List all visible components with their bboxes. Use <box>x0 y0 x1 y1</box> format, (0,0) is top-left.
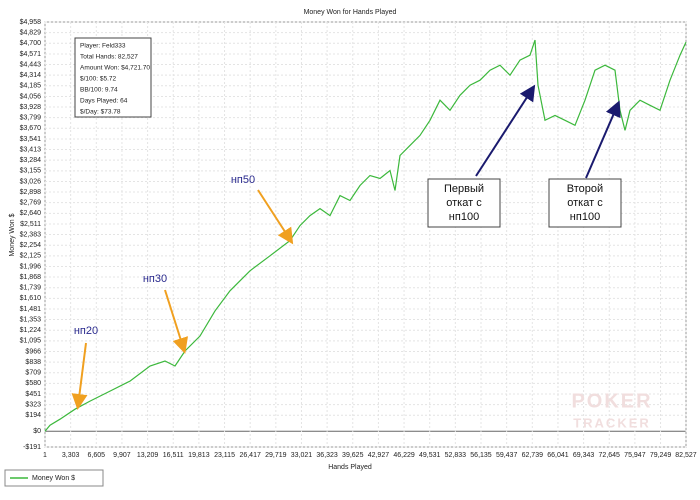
annotation: нп50 <box>231 174 255 186</box>
y-tick-label: $2,383 <box>20 231 42 238</box>
y-tick-label: $838 <box>25 359 41 366</box>
y-tick-label: $0 <box>33 428 41 435</box>
annotation: нп20 <box>74 325 98 337</box>
x-tick-label: 42,927 <box>368 452 390 459</box>
x-tick-label: 39,625 <box>342 452 364 459</box>
y-tick-label: -$191 <box>23 444 41 451</box>
y-tick-label: $1,095 <box>20 338 42 345</box>
y-tick-label: $3,155 <box>20 168 42 175</box>
y-tick-label: $3,026 <box>20 178 42 185</box>
arrow <box>71 342 88 410</box>
y-tick-label: $3,284 <box>20 157 42 164</box>
arrow <box>585 100 621 179</box>
arrow <box>475 84 536 177</box>
stats-line: BB/100: 9.74 <box>80 87 118 94</box>
y-tick-label: $4,056 <box>20 93 42 100</box>
y-tick-label: $966 <box>25 348 41 355</box>
arrow <box>164 289 189 354</box>
x-tick-label: 59,437 <box>496 452 518 459</box>
y-tick-label: $1,868 <box>20 274 42 281</box>
stats-line: Days Played: 64 <box>80 98 128 105</box>
y-tick-label: $323 <box>25 401 41 408</box>
y-tick-label: $194 <box>25 412 41 419</box>
x-tick-label: 6,605 <box>88 452 106 459</box>
x-tick-label: 46,229 <box>393 452 415 459</box>
annotation-box <box>427 178 501 228</box>
y-tick-label: $2,511 <box>20 221 41 228</box>
legend-label: Money Won $ <box>32 475 75 482</box>
watermark: TRACKER <box>573 415 651 430</box>
stats-line: $/100: $5.72 <box>80 76 117 83</box>
y-tick-label: $3,670 <box>20 125 42 132</box>
watermark: POKER <box>571 390 652 412</box>
x-tick-label: 52,833 <box>445 452 467 459</box>
x-tick-label: 1 <box>43 452 47 459</box>
x-tick-label: 69,343 <box>573 452 595 459</box>
annotation: Первый <box>444 183 484 195</box>
y-tick-label: $4,443 <box>20 61 42 68</box>
y-tick-label: $451 <box>25 391 41 398</box>
y-tick-label: $4,958 <box>20 19 42 26</box>
stats-box <box>74 37 152 118</box>
annotation-box <box>548 178 622 228</box>
stats-line: Amount Won: $4,721.70 <box>80 65 150 72</box>
stats-line: Total Hands: 82,527 <box>80 54 138 61</box>
x-tick-label: 49,531 <box>419 452 441 459</box>
legend <box>4 469 104 487</box>
y-tick-label: $1,739 <box>20 285 42 292</box>
x-tick-label: 9,907 <box>113 452 131 459</box>
x-tick-label: 16,511 <box>163 452 184 459</box>
x-tick-label: 29,719 <box>265 452 287 459</box>
x-tick-label: 82,527 <box>675 452 697 459</box>
x-tick-label: 66,041 <box>547 452 569 459</box>
y-tick-label: $2,254 <box>20 242 42 249</box>
annotation: нп100 <box>449 211 479 223</box>
y-tick-label: $4,829 <box>20 29 42 36</box>
y-tick-label: $2,640 <box>20 210 42 217</box>
x-tick-label: 3,303 <box>62 452 80 459</box>
x-tick-label: 62,739 <box>522 452 544 459</box>
y-tick-label: $4,185 <box>20 83 42 90</box>
y-axis-label: Money Won $ <box>9 213 16 256</box>
y-tick-label: $3,413 <box>20 146 42 153</box>
y-tick-label: $580 <box>25 380 41 387</box>
y-tick-label: $1,996 <box>20 263 42 270</box>
x-tick-label: 19,813 <box>188 452 210 459</box>
annotation: нп30 <box>143 273 167 285</box>
y-tick-label: $4,314 <box>20 72 42 79</box>
y-tick-label: $3,928 <box>20 104 42 111</box>
x-tick-label: 13,209 <box>137 452 159 459</box>
y-tick-label: $4,700 <box>20 40 42 47</box>
annotation: Второй <box>567 183 603 195</box>
y-tick-label: $3,799 <box>20 115 42 122</box>
y-tick-label: $1,481 <box>20 306 42 313</box>
y-tick-label: $2,769 <box>20 200 42 207</box>
x-tick-label: 33,021 <box>291 452 313 459</box>
x-axis-label: Hands Played <box>328 464 372 471</box>
x-tick-label: 79,249 <box>650 452 672 459</box>
y-tick-label: $709 <box>25 370 41 377</box>
y-tick-label: $4,571 <box>20 51 42 58</box>
stats-line: $/Day: $73.78 <box>80 109 121 116</box>
annotation: нп100 <box>570 211 600 223</box>
y-tick-label: $1,353 <box>20 316 42 323</box>
y-tick-label: $3,541 <box>20 136 42 143</box>
y-tick-label: $2,125 <box>20 253 42 260</box>
stats-line: Player: Feld333 <box>80 43 126 50</box>
y-tick-label: $2,898 <box>20 189 42 196</box>
annotation: откат с <box>567 197 603 209</box>
arrow <box>257 189 294 245</box>
x-tick-label: 56,135 <box>470 452 492 459</box>
x-tick-label: 23,115 <box>214 452 235 459</box>
y-tick-label: $1,610 <box>20 295 42 302</box>
annotation: откат с <box>446 197 482 209</box>
x-tick-label: 26,417 <box>239 452 261 459</box>
x-tick-label: 36,323 <box>316 452 338 459</box>
x-tick-label: 75,947 <box>624 452 646 459</box>
x-tick-label: 72,645 <box>599 452 621 459</box>
chart-title: Money Won for Hands Played <box>304 9 397 16</box>
y-tick-label: $1,224 <box>20 327 42 334</box>
